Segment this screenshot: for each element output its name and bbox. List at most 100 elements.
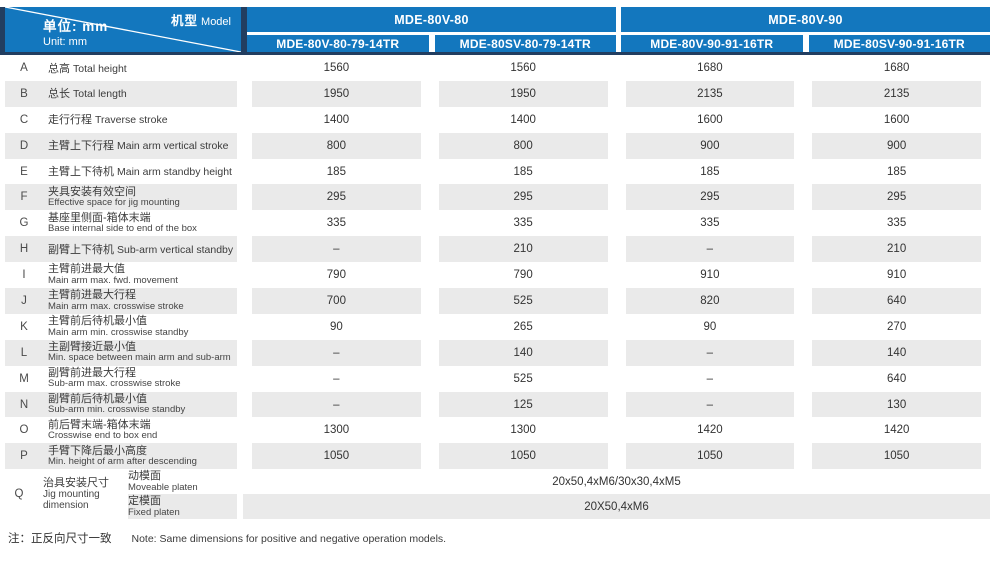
row-label: 主臂上下待机 Main arm standby height: [43, 163, 237, 180]
value-cell: 640: [887, 372, 907, 385]
unit-label-en: Unit: mm: [43, 36, 87, 49]
row-letter: L: [20, 346, 28, 359]
value-cell: 1050: [625, 443, 795, 470]
table-row-e: E 主臂上下待机 Main arm standby height 185 185 185 1…: [0, 159, 990, 185]
value-cell: 125: [438, 391, 608, 418]
row-label-cn: 副臂前后待机最小值: [48, 392, 147, 405]
value-cell: 1050: [252, 443, 421, 470]
column-header: MDE-80SV-90-91-16TR: [808, 35, 990, 52]
value-cell: 130: [812, 391, 981, 418]
row-label-cell: A 总高 Total height: [5, 55, 237, 81]
row-letter: P: [20, 450, 28, 463]
table-row-j: J 主臂前进最大行程 Main arm max. crosswise stroke 7…: [0, 288, 990, 314]
table-row-g: G 基座里侧面-箱体末端 Base internal side to end of …: [0, 210, 990, 236]
row-label-cn: 治具安装尺寸: [43, 477, 109, 490]
row-letter: F: [20, 191, 28, 204]
table-row-f: F 夹具安装有效空间 Effective space for jig mountin…: [0, 184, 990, 211]
value-cell: 295: [252, 184, 421, 211]
value-cell: 1420: [697, 424, 723, 437]
row-label-cell: O 前后臂末端-箱体末端 Crosswise end to box end: [5, 417, 237, 443]
group-columns: MDE-80V-90-91-16TR MDE-80SV-90-91-16TR: [621, 35, 990, 52]
row-label-cn: 手臂下降后最小高度: [48, 444, 147, 457]
value-cell: 210: [812, 236, 981, 263]
value-cell: –: [706, 372, 714, 385]
row-label-cn: 总高: [48, 62, 70, 75]
group-columns: MDE-80V-80-79-14TR MDE-80SV-80-79-14TR: [247, 35, 616, 52]
value-cell: 270: [887, 320, 907, 333]
row-label-cell: I 主臂前进最大值 Main arm max. fwd. movement: [5, 262, 237, 288]
value-cell: 140: [438, 339, 608, 366]
value-cell: 295: [625, 184, 795, 211]
row-label-cn: 主臂前进最大值: [48, 263, 125, 276]
subrow-label-en: Fixed platen: [128, 506, 180, 518]
row-letter: E: [20, 165, 28, 178]
row-label-en: Total height: [73, 62, 127, 75]
value-cell: 90: [703, 320, 717, 333]
value-cell: 295: [438, 184, 608, 211]
subrow-value: 20x50,4xM6/30x30,4xM5: [552, 475, 681, 488]
row-label-cell: E 主臂上下待机 Main arm standby height: [5, 159, 237, 185]
row-label: 基座里侧面-箱体末端 Base internal side to end of t…: [43, 212, 237, 235]
table-row-o: O 前后臂末端-箱体末端 Crosswise end to box end 1300 1…: [0, 417, 990, 443]
row-label-en: Effective space for jig mounting: [48, 197, 180, 209]
row-label: 主臂前后待机最小值 Main arm min. crosswise standby: [43, 316, 237, 338]
table-row-d: D 主臂上下行程 Main arm vertical stroke 800 800 900…: [0, 132, 990, 159]
column-header: MDE-80V-80-79-14TR: [247, 35, 429, 52]
row-label: 手臂下降后最小高度 Min. height of arm after descen…: [43, 444, 237, 468]
row-label-en: Sub-arm vertical standby: [117, 243, 234, 256]
model-header-label: 机型 Model: [171, 10, 231, 29]
header-corner-cell: 机型 Model 单位: mm Unit: mm: [0, 7, 247, 52]
row-letter: I: [22, 269, 26, 282]
spec-table: 机型 Model 单位: mm Unit: mm MDE-80V-80 MDE-…: [0, 7, 990, 520]
value-cell: 185: [326, 165, 346, 178]
row-label-en-2: dimension: [43, 500, 89, 512]
value-cell: 900: [812, 132, 981, 159]
value-cell: –: [333, 372, 340, 385]
row-letter: Q: [14, 488, 24, 501]
value-cell: 525: [513, 372, 533, 385]
row-label-en: Min. space between main arm and sub-arm: [48, 352, 231, 364]
subrow-moveable-platen: 动模面 Moveable platen 20x50,4xM6/30x30,4xM…: [128, 469, 990, 494]
row-label-en: Main arm max. fwd. movement: [48, 274, 178, 286]
value-cell: 1600: [697, 113, 723, 126]
value-cell: 1560: [510, 61, 536, 74]
row-label-en: Main arm min. crosswise standby: [48, 326, 189, 338]
diagonal-divider: [5, 7, 241, 52]
row-label-en-1: Jig mounting: [43, 489, 100, 501]
row-label-cn: 前后臂末端-箱体末端: [48, 418, 151, 431]
value-cell: 185: [887, 165, 907, 178]
value-cell: 1050: [812, 443, 981, 470]
table-row-m: M 副臂前进最大行程 Sub-arm max. crosswise stroke – 5…: [0, 366, 990, 392]
row-label-cn: 副臂上下待机: [48, 243, 114, 256]
table-row-i: I 主臂前进最大值 Main arm max. fwd. movement 790 79…: [0, 262, 990, 288]
value-cell: 335: [513, 217, 533, 230]
value-cell: –: [625, 339, 795, 366]
value-cell: 1400: [510, 113, 536, 126]
row-label: 主臂前进最大行程 Main arm max. crosswise stroke: [43, 290, 237, 312]
row-label-en: Sub-arm min. crosswise standby: [48, 404, 186, 416]
row-label-cell: B 总长 Total length: [5, 80, 237, 107]
value-cell: 2135: [625, 80, 795, 107]
value-cell: 800: [252, 132, 421, 159]
subrow-label-cn: 定模面: [128, 495, 161, 507]
row-label: 副臂上下待机 Sub-arm vertical standby: [43, 241, 237, 258]
row-letter: A: [20, 61, 28, 74]
value-cell: 910: [700, 269, 720, 282]
footnote-en: Note: Same dimensions for positive and n…: [131, 533, 447, 546]
row-label-cell: M 副臂前进最大行程 Sub-arm max. crosswise stroke: [5, 366, 237, 392]
value-cell: 1950: [438, 80, 608, 107]
row-label-cn: 总长: [48, 88, 70, 101]
subrow-label-cn: 动模面: [128, 470, 161, 482]
row-label-en: Base internal side to end of the box: [48, 223, 197, 235]
row-label: 副臂前进最大行程 Sub-arm max. crosswise stroke: [43, 367, 237, 390]
row-label: 副臂前后待机最小值 Sub-arm min. crosswise standby: [43, 392, 237, 416]
row-label-cn: 夹具安装有效空间: [48, 185, 136, 198]
row-label-cell: P 手臂下降后最小高度 Min. height of arm after desce…: [5, 443, 237, 470]
value-cell: 700: [252, 288, 421, 314]
row-label-en: Traverse stroke: [95, 114, 168, 127]
model-label-cn: 机型: [170, 14, 198, 28]
row-label-en: Sub-arm max. crosswise stroke: [48, 378, 181, 390]
value-cell: 1680: [697, 61, 723, 74]
value-cell: 335: [887, 217, 907, 230]
row-label: 治具安装尺寸 Jig mounting dimension: [38, 477, 128, 511]
